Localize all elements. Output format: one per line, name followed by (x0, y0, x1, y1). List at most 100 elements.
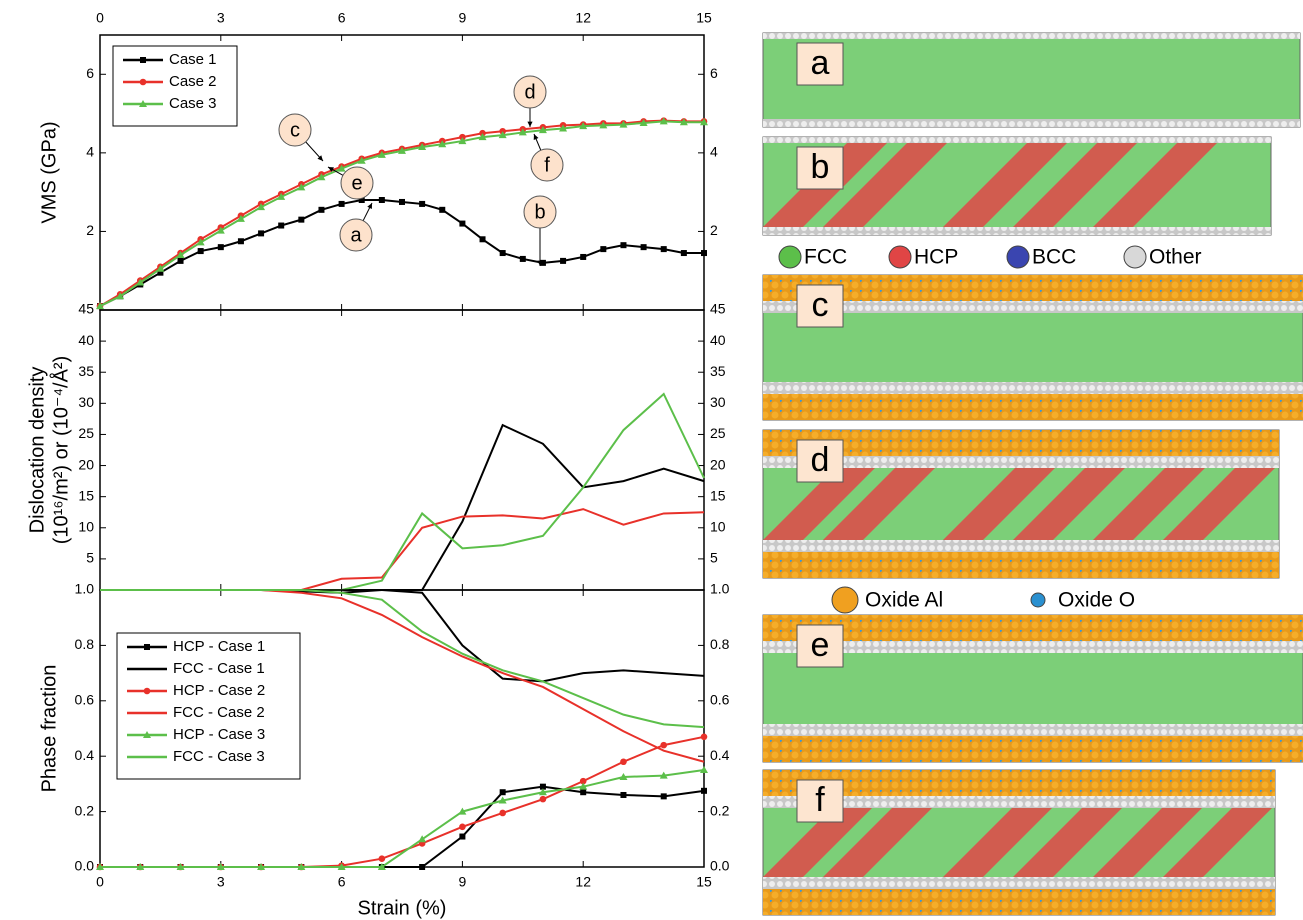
legend-marker (139, 78, 147, 86)
hcp-band (823, 468, 935, 540)
data-point (419, 864, 426, 870)
data-point (297, 863, 306, 870)
x-tick-label: 12 (575, 874, 591, 890)
y-tick-label: 30 (710, 394, 726, 410)
data-point (176, 251, 185, 258)
data-point (600, 246, 607, 253)
legend-sphere (778, 245, 802, 269)
data-point (700, 766, 708, 774)
data-point (538, 788, 547, 796)
data-point (418, 142, 427, 150)
data-point (498, 796, 507, 804)
legend-label: BCC (1032, 246, 1076, 269)
y-tick-label: 0.2 (710, 802, 730, 818)
y-tick-label: 20 (710, 456, 726, 472)
hcp-band (823, 808, 932, 877)
y-tick-label: 25 (78, 425, 94, 441)
series-line (100, 589, 705, 729)
panel-label: f (815, 781, 825, 819)
legend-marker (144, 644, 150, 650)
legend-marker (143, 731, 151, 738)
data-point (136, 278, 145, 286)
data-point (116, 292, 125, 300)
data-point (197, 248, 204, 255)
surface-bottom (763, 227, 1271, 235)
surface-top (763, 641, 1303, 653)
x-tick-label: 15 (696, 10, 712, 26)
annotation-circle (339, 218, 373, 252)
oxide-bottom (763, 736, 1303, 762)
data-point (217, 244, 224, 251)
data-point (539, 795, 547, 803)
y-axis-label: Phase fraction (38, 665, 60, 793)
hcp-band (943, 808, 1052, 877)
data-point (136, 863, 145, 870)
hcp-band (1093, 143, 1217, 227)
legend-label: FCC - Case 3 (173, 748, 265, 765)
data-point (216, 863, 225, 870)
surface-bottom (763, 382, 1303, 394)
data-point (236, 214, 245, 222)
y-tick-label: 0.0 (710, 858, 730, 874)
data-point (439, 206, 446, 213)
x-tick-label: 0 (96, 874, 104, 890)
data-point (478, 133, 487, 141)
arrow-head (328, 167, 334, 172)
data-point (539, 259, 546, 266)
data-point (519, 255, 526, 262)
legend-label: HCP - Case 1 (173, 638, 265, 655)
data-point (298, 216, 305, 223)
data-point (438, 140, 447, 148)
y-tick-label: 0.2 (75, 802, 95, 818)
y-tick-label: 4 (710, 144, 718, 160)
annotation-label: b (534, 201, 545, 223)
data-point (277, 192, 286, 200)
legend-marker (143, 687, 151, 695)
data-point (619, 120, 628, 128)
arrow-head (527, 121, 533, 127)
data-point (258, 230, 265, 237)
fcc-region (762, 32, 1301, 128)
hcp-band (1013, 808, 1122, 877)
legend-label: Case 3 (169, 95, 217, 112)
y-tick-label: 10 (78, 518, 94, 534)
data-point (701, 787, 707, 794)
structure-panel: d (762, 429, 1280, 579)
data-point (257, 863, 266, 870)
data-point (660, 741, 668, 749)
panel-label: a (811, 44, 830, 82)
series-line (99, 199, 704, 307)
surface-bottom (763, 724, 1303, 736)
panel-label-box (796, 624, 844, 668)
data-point (560, 257, 567, 264)
y-tick-label: 45 (710, 301, 726, 317)
hcp-band (943, 468, 1055, 540)
hcp-band (823, 143, 947, 227)
data-point (479, 236, 486, 243)
x-axis-label: Strain (%) (358, 897, 447, 919)
data-point (317, 173, 326, 181)
surface-top (763, 137, 1271, 143)
hcp-band (763, 468, 875, 540)
annotation-label: f (544, 154, 550, 176)
data-point (700, 733, 708, 741)
data-point (659, 117, 668, 125)
data-point (337, 164, 346, 172)
annotation-circle (278, 113, 312, 147)
legend-label: HCP (914, 246, 958, 269)
data-point (237, 238, 244, 245)
y-tick-label: 0.4 (710, 747, 730, 763)
data-point (640, 244, 647, 251)
data-point (96, 863, 104, 870)
structure-panel: a (762, 32, 1301, 128)
legend-label: Oxide O (1058, 589, 1135, 612)
panel-label: e (811, 626, 830, 664)
y-tick-label: 15 (710, 487, 726, 503)
data-point (377, 150, 386, 158)
series-line (100, 392, 705, 591)
data-point (216, 226, 225, 234)
annotation-label: e (351, 172, 362, 194)
y-tick-label: 35 (78, 363, 94, 379)
annotation-label: d (524, 81, 535, 103)
data-point (96, 302, 104, 310)
